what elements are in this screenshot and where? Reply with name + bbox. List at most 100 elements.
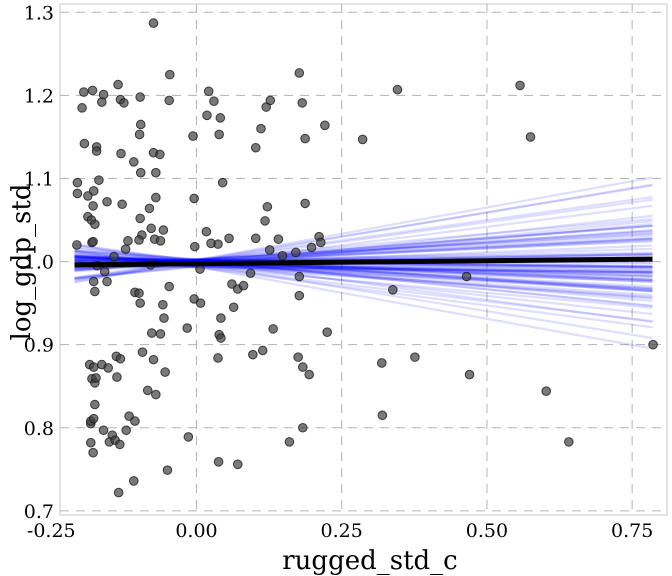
data-point [88,236,98,247]
data-point [216,333,226,343]
data-point [298,362,308,372]
data-point [245,268,256,279]
data-point [300,133,310,144]
y-tick-label: 0.7 [24,501,54,523]
data-point [188,131,198,141]
posterior-sample-line [74,252,653,300]
posterior-sample-line [74,232,653,268]
data-point [148,18,159,28]
data-point [91,146,102,156]
data-point [135,213,145,224]
data-point [214,129,224,140]
data-point [77,103,87,113]
data-point [304,369,314,380]
data-point [134,235,144,245]
data-point [87,85,98,96]
data-point [160,367,170,377]
data-point [316,237,326,248]
posterior-sample-line [74,256,653,273]
data-point [224,233,234,244]
data-point [164,95,175,106]
data-point [357,134,368,145]
data-point [273,234,284,244]
data-point [151,389,161,400]
posterior-sample-line [74,222,653,280]
posterior-sample-line [74,255,653,281]
y-tick-label: 1.1 [24,168,54,190]
y-tick-label: 0.8 [24,418,54,440]
data-point [98,425,109,436]
data-point [261,102,272,112]
data-point [291,247,301,258]
data-point [90,219,100,229]
data-point [142,385,153,396]
x-tick-label: -0.25 [27,520,76,542]
data-point [268,324,278,334]
mean-regression-line-group [74,256,653,268]
data-point [102,196,112,207]
data-point [113,79,123,90]
x-tick-labels: -0.25 0.00 0.25 0.50 0.75 [27,520,653,542]
posterior-sample-line [74,255,653,288]
data-point [377,410,388,421]
data-point [85,437,96,448]
data-point [130,416,140,426]
data-point [410,352,420,362]
posterior-sample-line [74,264,653,274]
data-point [216,313,226,323]
data-point [135,92,145,102]
data-point [461,271,472,282]
data-point [91,373,101,383]
posterior-sample-line [74,224,653,270]
data-point [88,413,99,424]
data-point [293,352,303,362]
posterior-sample-line [74,232,653,268]
data-point [72,177,83,188]
data-points [72,18,658,498]
posterior-sample-line [74,251,653,291]
data-point [232,459,243,470]
data-point [158,225,169,235]
posterior-sample-line [74,249,653,303]
data-point [294,290,305,301]
y-tick-label: 1.2 [24,85,54,107]
data-point [264,245,275,255]
data-point [376,358,387,368]
data-point [112,372,122,382]
data-point [250,142,261,153]
data-point [213,457,224,467]
posterior-sample-line [74,253,653,290]
posterior-sample-line [74,255,653,283]
data-point [228,302,239,313]
mean-regression-line [74,256,653,268]
data-point [155,329,166,339]
data-point [144,203,155,214]
data-point [135,119,146,130]
data-point [103,363,114,373]
posterior-sample-line [74,257,653,278]
data-point [164,69,175,80]
data-point [162,465,173,475]
data-point [297,98,308,108]
data-point [146,223,156,234]
data-point [148,354,159,365]
data-point [88,362,99,372]
posterior-sample-line [74,246,653,308]
data-point [72,240,82,250]
posterior-sample-line [74,249,653,316]
data-point [102,276,112,287]
posterior-sample-line [74,249,653,293]
data-point [322,327,332,338]
posterior-sample-line [74,214,653,281]
y-axis-title: log_gdp_std [7,184,37,341]
data-point [94,175,104,185]
data-point [260,216,270,226]
posterior-sample-line [74,247,653,307]
posterior-sample-line [74,251,653,263]
posterior-sample-line [74,243,653,340]
y-tick-label: 0.9 [24,335,54,357]
data-point [257,345,268,356]
posterior-sample-line [74,249,653,292]
posterior-sample-line [74,264,653,274]
